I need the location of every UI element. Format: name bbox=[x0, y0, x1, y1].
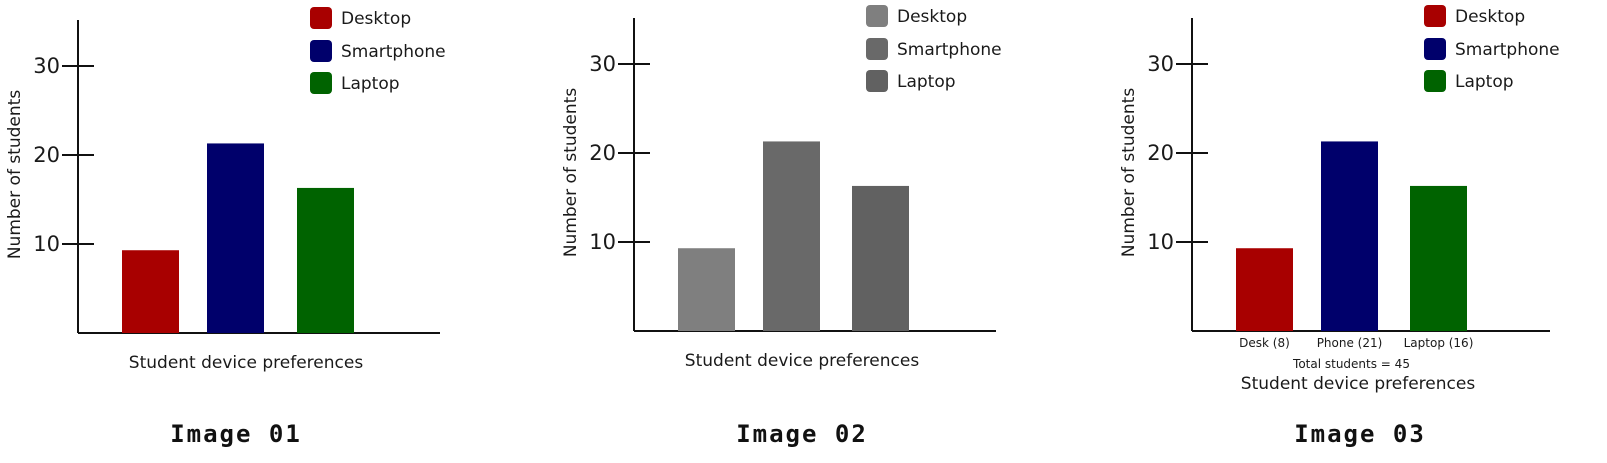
legend-label: Laptop bbox=[1455, 72, 1514, 92]
y-tick-label: 20 bbox=[589, 141, 616, 165]
total-annotation: Total students = 45 bbox=[1292, 357, 1410, 371]
y-tick-label: 30 bbox=[33, 54, 60, 78]
chart-panel-3: 10 20 30 Number of students Desk (8) Phone (2… bbox=[1119, 5, 1560, 448]
bar-desktop bbox=[122, 250, 179, 333]
legend-label: Smartphone bbox=[341, 42, 446, 62]
y-axis-title: Number of students bbox=[5, 90, 25, 259]
legend-label: Smartphone bbox=[1455, 40, 1560, 60]
y-axis-title: Number of students bbox=[1119, 88, 1139, 257]
legend-swatch-laptop bbox=[866, 70, 888, 92]
bar-smartphone bbox=[1321, 141, 1378, 331]
bar-laptop bbox=[852, 185, 909, 331]
legend-swatch-smartphone bbox=[1424, 38, 1446, 60]
legend-label: Laptop bbox=[341, 74, 400, 94]
bar-label: Phone (21) bbox=[1317, 336, 1383, 350]
y-tick-label: 10 bbox=[1147, 230, 1174, 254]
bar-smartphone bbox=[763, 141, 820, 331]
legend-swatch-laptop bbox=[310, 72, 332, 94]
legend-label: Desktop bbox=[897, 7, 967, 27]
legend-label: Smartphone bbox=[897, 40, 1002, 60]
bar-label: Desk (8) bbox=[1239, 336, 1290, 350]
legend-swatch-smartphone bbox=[866, 38, 888, 60]
bar-desktop bbox=[678, 248, 735, 331]
bar-label: Laptop (16) bbox=[1404, 336, 1474, 350]
legend-swatch-desktop bbox=[1424, 5, 1446, 27]
legend-label: Desktop bbox=[1455, 7, 1525, 27]
y-tick-label: 10 bbox=[33, 232, 60, 256]
y-tick-label: 30 bbox=[589, 52, 616, 76]
legend-swatch-smartphone bbox=[310, 40, 332, 62]
y-tick-label: 20 bbox=[33, 143, 60, 167]
legend-swatch-desktop bbox=[866, 5, 888, 27]
bar-laptop bbox=[1410, 185, 1467, 331]
x-axis-title: Student device preferences bbox=[129, 353, 364, 373]
legend-swatch-laptop bbox=[1424, 70, 1446, 92]
x-axis-title: Student device preferences bbox=[685, 351, 920, 371]
bar-smartphone bbox=[207, 143, 264, 333]
legend-swatch-desktop bbox=[310, 7, 332, 29]
y-tick-label: 30 bbox=[1147, 52, 1174, 76]
bar-laptop bbox=[297, 187, 354, 333]
panel-caption: Image 01 bbox=[170, 420, 302, 448]
legend-label: Desktop bbox=[341, 9, 411, 29]
y-axis-title: Number of students bbox=[561, 88, 581, 257]
y-tick-label: 20 bbox=[1147, 141, 1174, 165]
y-tick-label: 10 bbox=[589, 230, 616, 254]
chart-panel-1: 10 20 30 Number of students Student device p… bbox=[5, 7, 446, 448]
legend-label: Laptop bbox=[897, 72, 956, 92]
panel-caption: Image 03 bbox=[1294, 420, 1426, 448]
x-axis-title: Student device preferences bbox=[1241, 374, 1476, 394]
panel-caption: Image 02 bbox=[736, 420, 868, 448]
bar-desktop bbox=[1236, 248, 1293, 331]
chart-panel-2: 10 20 30 Number of students Student device p… bbox=[561, 5, 1002, 448]
